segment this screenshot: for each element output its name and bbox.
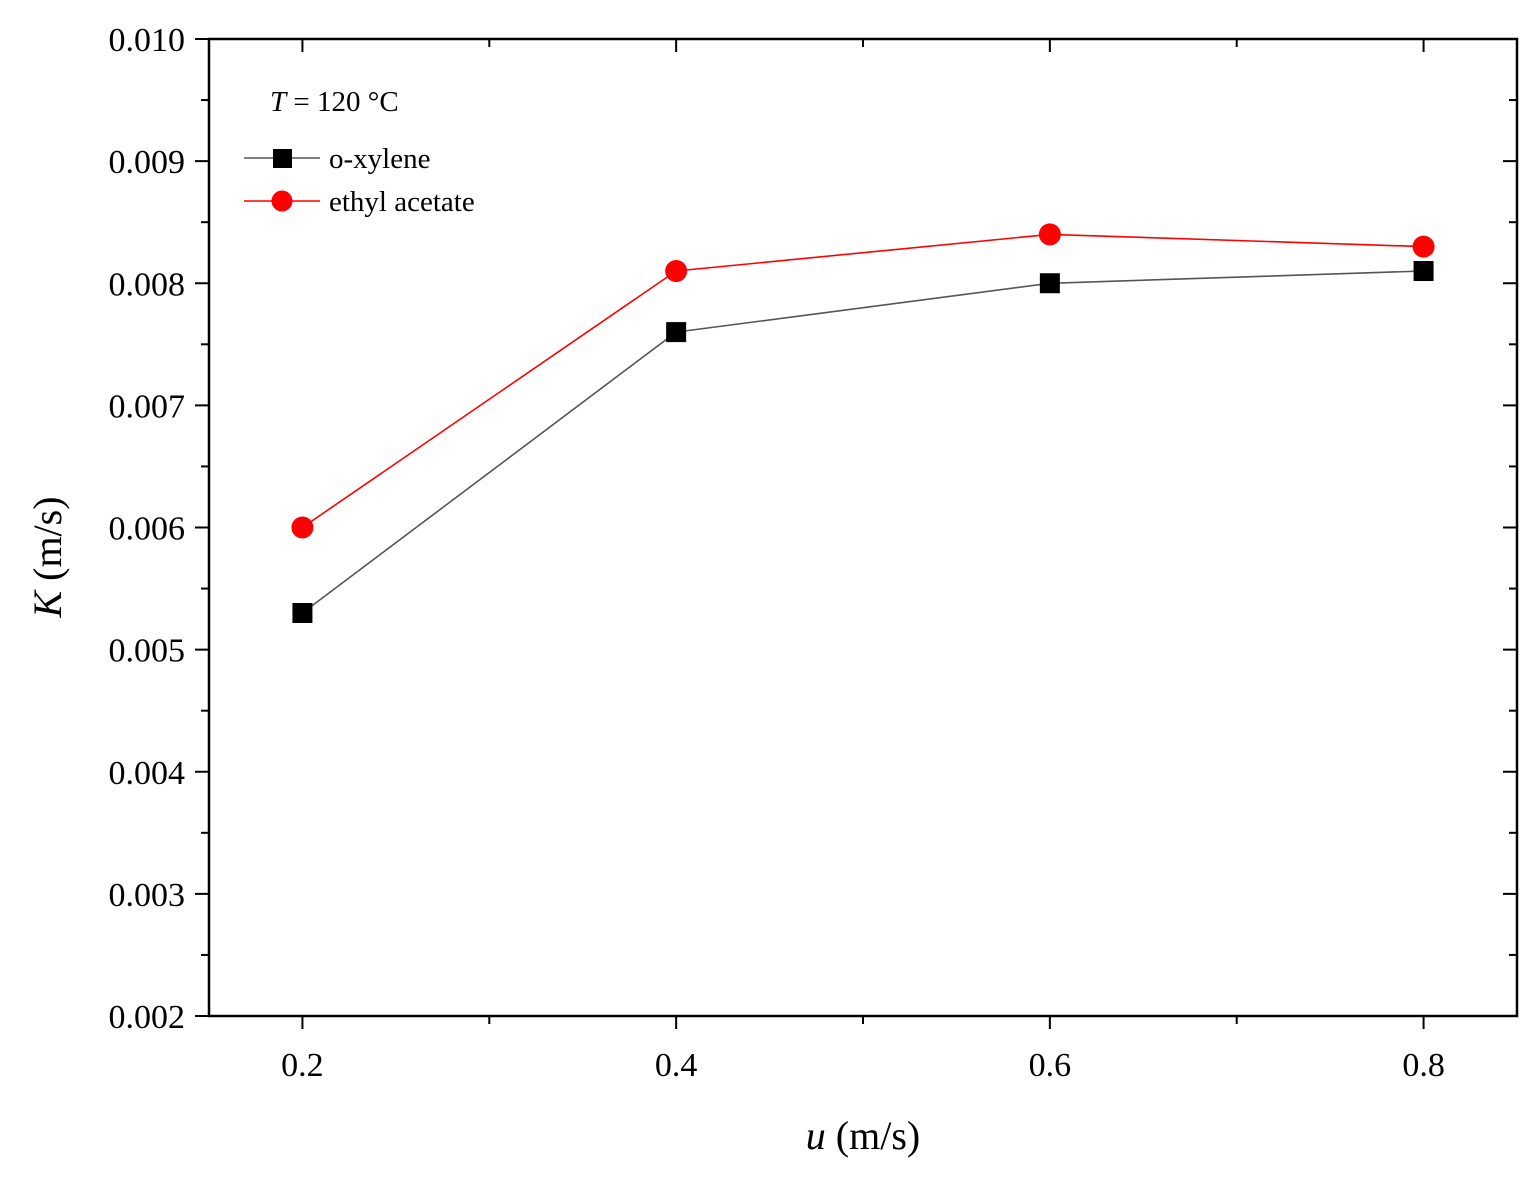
y-axis-unit: (m/s) <box>25 496 70 590</box>
data-point-square <box>666 322 687 343</box>
legend: o-xylene ethyl acetate <box>244 143 475 218</box>
data-point-square <box>1413 261 1434 282</box>
x-axis-variable: u <box>806 1113 826 1158</box>
data-point-square <box>1039 273 1060 294</box>
x-tick-label: 0.8 <box>1402 1047 1445 1084</box>
x-axis-title: u (m/s) <box>806 1113 920 1158</box>
annotation-variable: T <box>270 86 288 118</box>
y-tick-label: 0.003 <box>109 877 186 914</box>
series-line-1 <box>301 233 1424 529</box>
y-tick-label: 0.002 <box>109 999 186 1036</box>
series-line-0 <box>301 270 1424 614</box>
y-axis-title: K (m/s) <box>25 496 70 618</box>
data-point-circle <box>665 260 688 283</box>
legend-item-o-xylene: o-xylene <box>244 143 430 175</box>
y-tick-label: 0.007 <box>109 388 186 425</box>
tick-labels-layer: 0.2 0.4 0.6 0.8 0.002 0.003 0.004 0.005 0.006 0.0… <box>109 22 1445 1084</box>
ticks-layer <box>195 38 1517 1029</box>
y-tick-label: 0.006 <box>109 511 186 548</box>
legend-item-ethyl-acetate: ethyl acetate <box>244 186 475 218</box>
data-point-circle <box>1412 235 1435 258</box>
x-axis-unit: (m/s) <box>826 1113 920 1158</box>
x-tick-label: 0.4 <box>655 1047 698 1084</box>
y-axis-variable: K <box>25 589 70 619</box>
annotation-label: T = 120 °C <box>270 86 399 118</box>
data-point-circle <box>1038 223 1061 246</box>
data-point-circle <box>291 516 314 539</box>
y-tick-label: 0.010 <box>109 22 186 59</box>
x-tick-label: 0.2 <box>281 1047 324 1084</box>
series-layer <box>291 223 1435 623</box>
legend-label-ethyl-acetate: ethyl acetate <box>329 186 475 218</box>
legend-label-o-xylene: o-xylene <box>329 143 430 175</box>
y-tick-label: 0.005 <box>109 633 186 670</box>
y-tick-label: 0.009 <box>109 144 186 181</box>
annotation-value: = 120 °C <box>286 86 399 118</box>
legend-marker-circle <box>271 190 293 212</box>
data-point-square <box>292 602 313 623</box>
legend-marker-square <box>273 149 292 168</box>
x-tick-label: 0.6 <box>1029 1047 1072 1084</box>
y-tick-label: 0.004 <box>109 755 186 792</box>
y-tick-label: 0.008 <box>109 266 186 303</box>
